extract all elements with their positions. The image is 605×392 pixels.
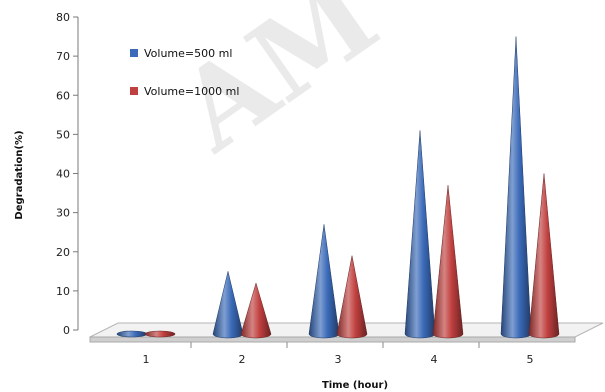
y-tick-label: 70 xyxy=(56,50,70,63)
cone-2-2 xyxy=(240,282,272,339)
legend-label: Volume=500 ml xyxy=(144,47,232,60)
y-tick-label: 0 xyxy=(63,324,70,337)
x-axis-label: Time (hour) xyxy=(322,380,388,391)
cone-2-5 xyxy=(528,173,560,339)
cone-1-4 xyxy=(404,130,436,339)
x-axis: 1 2 3 4 5 xyxy=(143,342,534,366)
cone-2-4 xyxy=(432,185,464,339)
cone-1-5 xyxy=(500,36,532,339)
y-tick-label: 60 xyxy=(56,89,70,102)
legend-swatch xyxy=(130,87,138,95)
x-tick-label: 2 xyxy=(239,353,246,366)
y-tick-label: 40 xyxy=(56,168,70,181)
legend: Volume=500 ml Volume=1000 ml xyxy=(130,47,239,98)
x-tick-label: 5 xyxy=(527,353,534,366)
y-axis-label: Degradation(%) xyxy=(14,130,25,219)
cone-2-1 xyxy=(144,330,176,338)
plot-area xyxy=(116,36,560,339)
legend-swatch xyxy=(130,49,138,57)
cone-1-3 xyxy=(308,224,340,339)
y-tick-label: 30 xyxy=(56,207,70,220)
y-tick-label: 20 xyxy=(56,246,70,259)
x-tick-label: 1 xyxy=(143,353,150,366)
cone-2-3 xyxy=(336,255,368,339)
floor-edge xyxy=(89,336,576,343)
y-tick-label: 50 xyxy=(56,128,70,141)
cone-1-2 xyxy=(212,271,244,339)
x-tick-label: 3 xyxy=(335,353,342,366)
y-tick-label: 10 xyxy=(56,285,70,298)
y-axis: 0 10 20 30 40 50 60 70 80 xyxy=(56,11,79,337)
legend-label: Volume=1000 ml xyxy=(144,85,239,98)
cone-1-1 xyxy=(116,330,148,338)
x-tick-label: 4 xyxy=(431,353,438,366)
y-tick-label: 80 xyxy=(56,11,70,24)
